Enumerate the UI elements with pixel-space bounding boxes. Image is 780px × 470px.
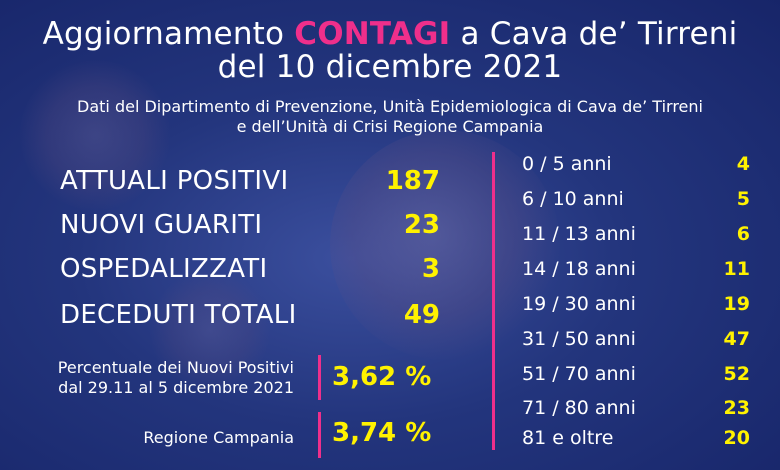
divider-pct-1 [318,355,321,400]
age-value-71-80: 23 [723,397,750,419]
stat-label-ospedalizzati: OSPEDALIZZATI [60,254,268,284]
age-value-81-oltre: 20 [723,427,750,449]
source-line-2: e dell’Unità di Crisi Regione Campania [236,117,544,136]
divider-age-column [492,152,495,450]
age-label-31-50: 31 / 50 anni [522,328,636,350]
age-label-51-70: 51 / 70 anni [522,363,636,385]
stat-label-attuali-positivi: ATTUALI POSITIVI [60,166,289,196]
pct-value-nuovi-positivi: 3,62 % [332,362,432,392]
stat-label-deceduti-totali: DECEDUTI TOTALI [60,300,297,330]
age-value-11-13: 6 [736,223,750,245]
pct-label-regione: Regione Campania [143,428,294,447]
headline-pre: Aggiornamento [42,16,295,52]
virus-illustration [150,270,270,390]
age-label-19-30: 19 / 30 anni [522,293,636,315]
stat-value-attuali-positivi: 187 [385,166,440,196]
age-value-14-18: 11 [723,258,750,280]
stat-label-nuovi-guariti: NUOVI GUARITI [60,210,263,240]
age-value-0-5: 4 [736,153,750,175]
pct-label-line-1: Percentuale dei Nuovi Positivi [57,358,294,377]
source-line-1: Dati del Dipartimento di Prevenzione, Un… [77,97,703,116]
age-label-71-80: 71 / 80 anni [522,397,636,419]
pct-label-nuovi-positivi: Percentuale dei Nuovi Positivi dal 29.11… [14,358,294,398]
age-label-11-13: 11 / 13 anni [522,223,636,245]
headline: Aggiornamento CONTAGI a Cava de’ Tirreni [0,18,780,51]
age-value-19-30: 19 [723,293,750,315]
age-value-6-10: 5 [736,188,750,210]
virus-illustration [330,130,560,360]
headline-highlight: CONTAGI [294,16,451,52]
age-label-6-10: 6 / 10 anni [522,188,624,210]
pct-value-regione: 3,74 % [332,418,432,448]
age-label-81-oltre: 81 e oltre [522,427,614,449]
headline-date: del 10 dicembre 2021 [217,49,563,85]
divider-pct-2 [318,412,321,458]
stat-value-deceduti-totali: 49 [403,300,440,330]
headline-post: a Cava de’ Tirreni [450,16,738,52]
virus-illustration [20,60,170,210]
age-label-14-18: 14 / 18 anni [522,258,636,280]
age-value-31-50: 47 [723,328,750,350]
age-value-51-70: 52 [723,363,750,385]
age-label-0-5: 0 / 5 anni [522,153,612,175]
stat-value-ospedalizzati: 3 [421,254,440,284]
pct-label-line-2: dal 29.11 al 5 dicembre 2021 [58,378,294,397]
stat-value-nuovi-guariti: 23 [403,210,440,240]
